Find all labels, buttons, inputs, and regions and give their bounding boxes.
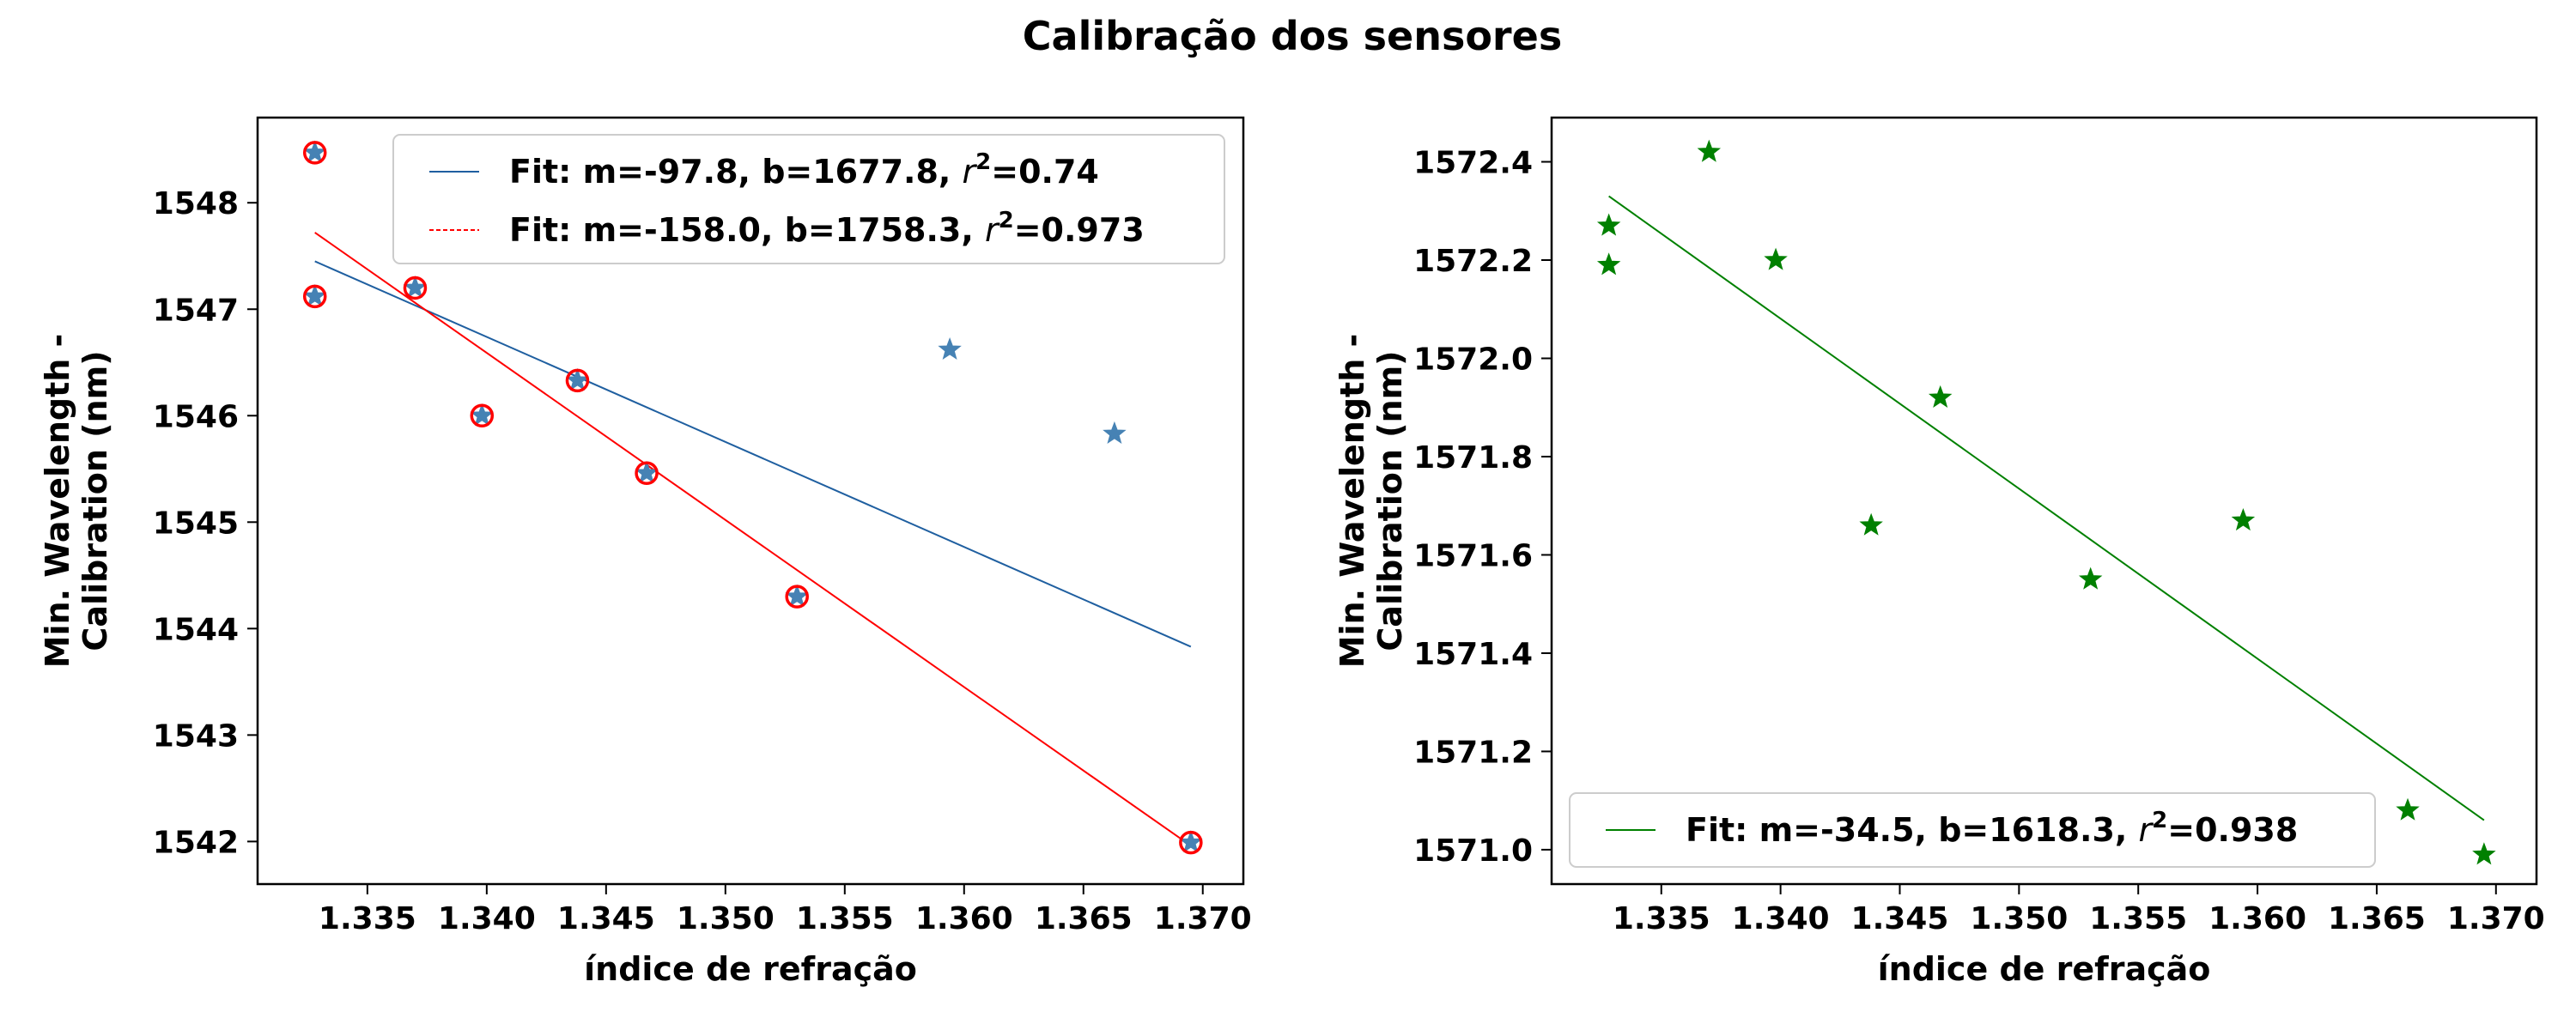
data-point-star (565, 367, 590, 391)
legend-superscript: 2 (999, 208, 1014, 233)
data-point-star (785, 584, 809, 607)
x-tick-label: 1.360 (915, 901, 1013, 936)
legend-label-suffix: =0.74 (991, 153, 1099, 191)
legend-superscript: 2 (2152, 808, 2167, 833)
legend-r-symbol: r (2139, 811, 2154, 849)
x-axis-label: índice de refração (1878, 950, 2211, 988)
figure-title: Calibração dos sensores (1023, 13, 1562, 59)
x-tick-label: 1.335 (319, 901, 416, 936)
fit-line-2 (314, 232, 1192, 847)
y-tick-label: 1543 (153, 718, 239, 754)
legend-superscript: 2 (975, 149, 991, 175)
y-tick-label: 1571.0 (1413, 833, 1533, 869)
legend: Fit: m=-34.5, b=1618.3, r2=0.938 (1569, 792, 2376, 868)
highlight-circle (1179, 830, 1203, 855)
x-tick-label: 1.335 (1613, 901, 1710, 936)
legend-box (1569, 792, 2376, 868)
data-point-star (1179, 830, 1203, 853)
x-tick-label: 1.355 (2089, 901, 2187, 936)
legend-label-suffix: =0.973 (1014, 211, 1145, 249)
left-panel: 1.335 1.340 1.345 1.350 1.355 1.360 1.365 1.370… (39, 116, 1252, 988)
data-point-star (1928, 385, 1953, 408)
highlight-circle (302, 284, 327, 309)
data-point-star (403, 276, 428, 299)
data-point-star (2396, 797, 2420, 821)
x-tick-label: 1.345 (1851, 901, 1949, 936)
data-point-star (1596, 252, 1621, 276)
highlight-circle (635, 461, 659, 486)
x-tick-label: 1.350 (677, 901, 775, 936)
highlight-circle (403, 276, 428, 300)
x-tick-label: 1.360 (2208, 901, 2306, 936)
highlight-circle (470, 403, 495, 428)
legend-label-1: Fit: m=-34.5, b=1618.3, r2=0.938 (1686, 808, 2298, 849)
legend-label-prefix: Fit: m=-158.0, b=1758.3, (509, 211, 985, 249)
fit-line-1 (314, 260, 1192, 648)
y-tick-label: 1544 (153, 612, 239, 647)
y-tick-label: 1572.2 (1413, 244, 1533, 279)
y-tick-label: 1571.2 (1413, 735, 1533, 770)
data-point-star (302, 140, 327, 163)
x-tick-label: 1.355 (796, 901, 894, 936)
highlight-circle (565, 368, 590, 393)
legend-label-prefix: Fit: m=-97.8, b=1677.8, (509, 153, 963, 191)
legend-label-1: Fit: m=-97.8, b=1677.8, r2=0.74 (509, 149, 1099, 191)
data-point-star (635, 460, 659, 483)
data-point-star (1103, 421, 1127, 445)
highlight-circle (785, 585, 809, 609)
plot-frame (1550, 116, 2538, 886)
x-tick-label: 1.370 (2447, 901, 2545, 936)
highlight-circle (302, 141, 327, 165)
y-tick-label: 1542 (153, 825, 239, 860)
y-tick-label: 1572.0 (1413, 342, 1533, 377)
data-point-star (1859, 512, 1883, 536)
data-point-star (2472, 842, 2496, 865)
y-tick-label: 1571.4 (1413, 637, 1533, 672)
y-tick-label: 1546 (153, 399, 239, 434)
legend-r-symbol: r (985, 211, 1000, 249)
data-point-star (2078, 566, 2103, 590)
x-tick-label: 1.365 (2328, 901, 2426, 936)
y-axis-label-line: Calibration (nm) (76, 350, 114, 651)
data-point-star (1764, 247, 1788, 270)
y-tick-label: 1548 (153, 186, 239, 221)
data-point-star (938, 336, 962, 360)
y-axis-label-line: Min. Wavelength - (39, 334, 76, 669)
legend-box (392, 134, 1225, 264)
x-axis-label: índice de refração (584, 950, 917, 988)
y-tick-label: 1571.8 (1413, 440, 1533, 476)
plot-frame (256, 116, 1245, 886)
y-tick-label: 1571.6 (1413, 538, 1533, 573)
data-point-star (1697, 139, 1722, 162)
y-tick-label: 1547 (153, 293, 239, 328)
y-axis-label-line: Calibration (nm) (1371, 350, 1409, 651)
x-tick-label: 1.370 (1154, 901, 1252, 936)
x-tick-label: 1.340 (438, 901, 536, 936)
fit-line-1 (1608, 195, 2485, 821)
x-tick-label: 1.340 (1732, 901, 1830, 936)
legend-r-symbol: r (963, 153, 978, 191)
y-axis-label-line: Min. Wavelength - (1334, 334, 1371, 669)
right-panel: 1.335 1.340 1.345 1.350 1.355 1.360 1.365 1.370… (1334, 116, 2545, 988)
data-point-star (1596, 213, 1621, 236)
legend-label-suffix: =0.938 (2167, 811, 2298, 849)
data-point-star (2231, 507, 2256, 531)
legend-label-prefix: Fit: m=-34.5, b=1618.3, (1686, 811, 2139, 849)
y-tick-label: 1572.4 (1413, 146, 1533, 181)
data-point-star (302, 283, 327, 307)
x-tick-label: 1.365 (1035, 901, 1133, 936)
data-point-star (470, 403, 495, 426)
x-tick-label: 1.350 (1970, 901, 2068, 936)
y-tick-label: 1545 (153, 506, 239, 541)
legend-label-2: Fit: m=-158.0, b=1758.3, r2=0.973 (509, 208, 1145, 249)
x-tick-label: 1.345 (557, 901, 655, 936)
